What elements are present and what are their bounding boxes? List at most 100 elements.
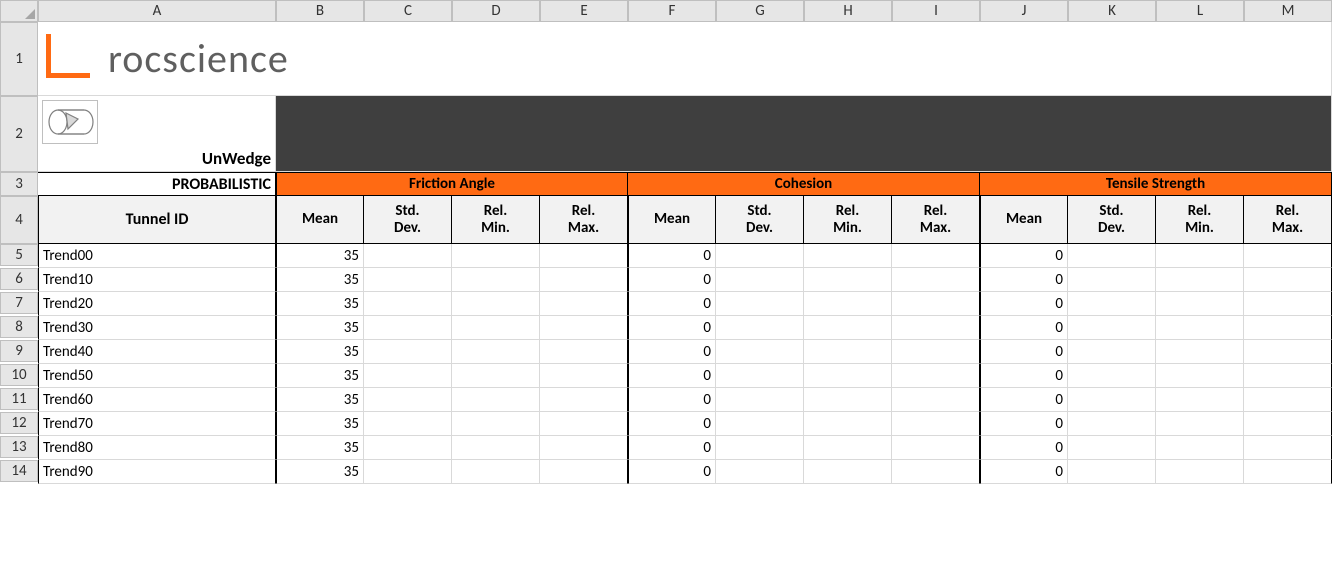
data-cell[interactable]	[804, 388, 892, 412]
data-cell[interactable]	[1068, 340, 1156, 364]
data-cell[interactable]: 0	[628, 340, 716, 364]
data-cell[interactable]: 0	[628, 436, 716, 460]
data-cell[interactable]: 0	[980, 436, 1068, 460]
data-cell[interactable]	[364, 292, 452, 316]
data-cell[interactable]: 0	[628, 412, 716, 436]
data-cell[interactable]	[452, 340, 540, 364]
data-cell[interactable]	[540, 316, 628, 340]
row-header-6[interactable]: 6	[0, 268, 38, 290]
data-cell[interactable]	[892, 292, 980, 316]
data-cell[interactable]	[804, 436, 892, 460]
tunnel-id-cell[interactable]: Trend50	[38, 364, 276, 388]
data-cell[interactable]	[364, 364, 452, 388]
data-cell[interactable]	[1244, 268, 1332, 292]
data-cell[interactable]	[1244, 436, 1332, 460]
tunnel-id-cell[interactable]: Trend10	[38, 268, 276, 292]
data-cell[interactable]	[892, 412, 980, 436]
data-cell[interactable]	[1244, 316, 1332, 340]
col-header-H[interactable]: H	[804, 0, 892, 22]
row-header-5[interactable]: 5	[0, 244, 38, 266]
data-cell[interactable]	[804, 364, 892, 388]
data-cell[interactable]: 35	[276, 244, 364, 268]
data-cell[interactable]	[540, 292, 628, 316]
data-cell[interactable]	[1068, 268, 1156, 292]
col-header-I[interactable]: I	[892, 0, 980, 22]
col-header-D[interactable]: D	[452, 0, 540, 22]
data-cell[interactable]	[1156, 292, 1244, 316]
data-cell[interactable]	[452, 268, 540, 292]
data-cell[interactable]	[804, 412, 892, 436]
tunnel-id-cell[interactable]: Trend20	[38, 292, 276, 316]
data-cell[interactable]	[1068, 316, 1156, 340]
row-header-1[interactable]: 1	[0, 22, 38, 96]
tunnel-id-cell[interactable]: Trend40	[38, 340, 276, 364]
col-header-K[interactable]: K	[1068, 0, 1156, 22]
data-cell[interactable]	[804, 244, 892, 268]
data-cell[interactable]	[716, 460, 804, 484]
data-cell[interactable]	[540, 268, 628, 292]
data-cell[interactable]	[1156, 460, 1244, 484]
data-cell[interactable]: 35	[276, 292, 364, 316]
data-cell[interactable]	[892, 388, 980, 412]
data-cell[interactable]	[364, 412, 452, 436]
row-header-11[interactable]: 11	[0, 388, 38, 410]
data-cell[interactable]: 0	[628, 364, 716, 388]
data-cell[interactable]	[1156, 244, 1244, 268]
data-cell[interactable]: 0	[980, 412, 1068, 436]
data-cell[interactable]	[364, 388, 452, 412]
row-header-10[interactable]: 10	[0, 364, 38, 386]
tunnel-id-cell[interactable]: Trend30	[38, 316, 276, 340]
data-cell[interactable]	[540, 388, 628, 412]
data-cell[interactable]: 35	[276, 316, 364, 340]
col-header-F[interactable]: F	[628, 0, 716, 22]
data-cell[interactable]: 0	[980, 460, 1068, 484]
col-header-C[interactable]: C	[364, 0, 452, 22]
row-header-2[interactable]: 2	[0, 96, 38, 172]
data-cell[interactable]: 0	[980, 268, 1068, 292]
tunnel-id-cell[interactable]: Trend90	[38, 460, 276, 484]
data-cell[interactable]	[1156, 364, 1244, 388]
row-header-13[interactable]: 13	[0, 436, 38, 458]
data-cell[interactable]: 35	[276, 364, 364, 388]
data-cell[interactable]: 35	[276, 340, 364, 364]
data-cell[interactable]: 0	[628, 316, 716, 340]
data-cell[interactable]	[1244, 340, 1332, 364]
data-cell[interactable]: 35	[276, 436, 364, 460]
data-cell[interactable]	[540, 436, 628, 460]
data-cell[interactable]	[1156, 340, 1244, 364]
data-cell[interactable]	[1068, 460, 1156, 484]
data-cell[interactable]	[1068, 292, 1156, 316]
row-header-3[interactable]: 3	[0, 172, 38, 196]
data-cell[interactable]: 0	[980, 340, 1068, 364]
data-cell[interactable]	[364, 268, 452, 292]
data-cell[interactable]: 0	[980, 388, 1068, 412]
data-cell[interactable]: 0	[628, 244, 716, 268]
data-cell[interactable]	[716, 388, 804, 412]
row-header-9[interactable]: 9	[0, 340, 38, 362]
data-cell[interactable]	[1068, 364, 1156, 388]
data-cell[interactable]	[452, 388, 540, 412]
data-cell[interactable]: 0	[980, 316, 1068, 340]
data-cell[interactable]	[804, 340, 892, 364]
row-header-7[interactable]: 7	[0, 292, 38, 314]
data-cell[interactable]: 35	[276, 388, 364, 412]
row-header-12[interactable]: 12	[0, 412, 38, 434]
data-cell[interactable]	[804, 460, 892, 484]
data-cell[interactable]	[1068, 412, 1156, 436]
row-header-4[interactable]: 4	[0, 196, 38, 244]
data-cell[interactable]	[540, 244, 628, 268]
data-cell[interactable]	[716, 364, 804, 388]
data-cell[interactable]	[716, 292, 804, 316]
data-cell[interactable]	[716, 412, 804, 436]
data-cell[interactable]	[716, 436, 804, 460]
data-cell[interactable]	[1244, 460, 1332, 484]
data-cell[interactable]	[452, 436, 540, 460]
data-cell[interactable]: 0	[980, 292, 1068, 316]
data-cell[interactable]: 35	[276, 412, 364, 436]
data-cell[interactable]	[452, 292, 540, 316]
col-header-A[interactable]: A	[38, 0, 276, 22]
data-cell[interactable]	[540, 364, 628, 388]
data-cell[interactable]	[716, 244, 804, 268]
data-cell[interactable]	[540, 412, 628, 436]
data-cell[interactable]	[892, 364, 980, 388]
